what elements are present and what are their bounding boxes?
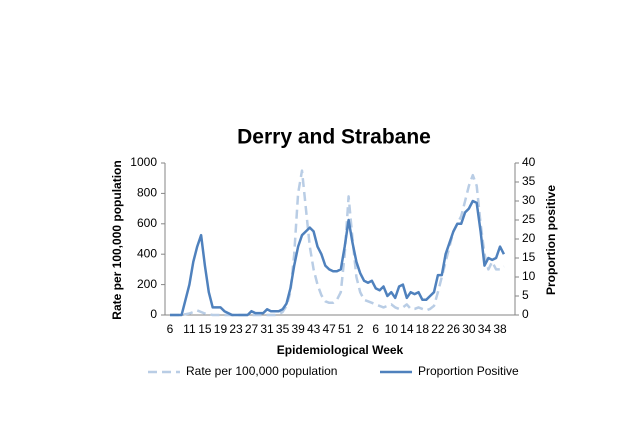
legend-label: Rate per 100,000 population <box>186 364 337 378</box>
x-tick-label: 26 <box>447 322 461 336</box>
data-line <box>170 169 505 317</box>
y2-tick-label: 15 <box>522 250 536 264</box>
y2-tick-label: 30 <box>522 193 536 207</box>
y2-tick-label: 10 <box>522 269 536 283</box>
x-tick-label: 11 <box>183 322 196 336</box>
y-tick-label: 200 <box>137 277 157 291</box>
x-tick-label: 23 <box>229 322 243 336</box>
y2-tick-label: 25 <box>522 212 536 226</box>
y-tick-label: 600 <box>137 216 157 230</box>
y-tick-label: 800 <box>137 186 157 200</box>
data-line <box>170 199 506 317</box>
y2-axis-title: Proportion positive <box>544 185 558 295</box>
x-tick-label: 2 <box>357 322 364 336</box>
y-tick-label: 1000 <box>130 155 157 169</box>
x-tick-label: 18 <box>416 322 430 336</box>
x-tick-label: 14 <box>400 322 414 336</box>
x-tick-label: 43 <box>307 322 321 336</box>
x-tick-label: 35 <box>276 322 290 336</box>
x-tick-label: 19 <box>214 322 228 336</box>
x-tick-label: 47 <box>322 322 336 336</box>
y-tick-label: 0 <box>150 307 157 321</box>
x-tick-label: 27 <box>245 322 259 336</box>
legend-label: Proportion Positive <box>418 364 519 378</box>
x-tick-label: 15 <box>198 322 212 336</box>
x-tick-label: 31 <box>260 322 274 336</box>
x-tick-label: 38 <box>493 322 507 336</box>
x-tick-label: 51 <box>338 322 352 336</box>
y2-tick-label: 5 <box>522 288 529 302</box>
x-axis-title: Epidemiological Week <box>277 343 404 357</box>
x-tick-label: 39 <box>291 322 305 336</box>
x-tick-label: 34 <box>478 322 492 336</box>
y-axis-title: Rate per 100,000 population <box>110 160 124 319</box>
x-tick-label: 10 <box>385 322 399 336</box>
y2-tick-label: 35 <box>522 174 536 188</box>
x-tick-label: 6 <box>167 322 174 336</box>
y2-tick-label: 40 <box>522 155 536 169</box>
x-tick-label: 6 <box>372 322 379 336</box>
chart-title: Derry and Strabane <box>237 126 431 149</box>
x-tick-label: 22 <box>431 322 445 336</box>
y2-tick-label: 20 <box>522 231 536 245</box>
x-tick-label: 30 <box>462 322 476 336</box>
y-tick-label: 400 <box>137 246 157 260</box>
y2-tick-label: 0 <box>522 307 529 321</box>
